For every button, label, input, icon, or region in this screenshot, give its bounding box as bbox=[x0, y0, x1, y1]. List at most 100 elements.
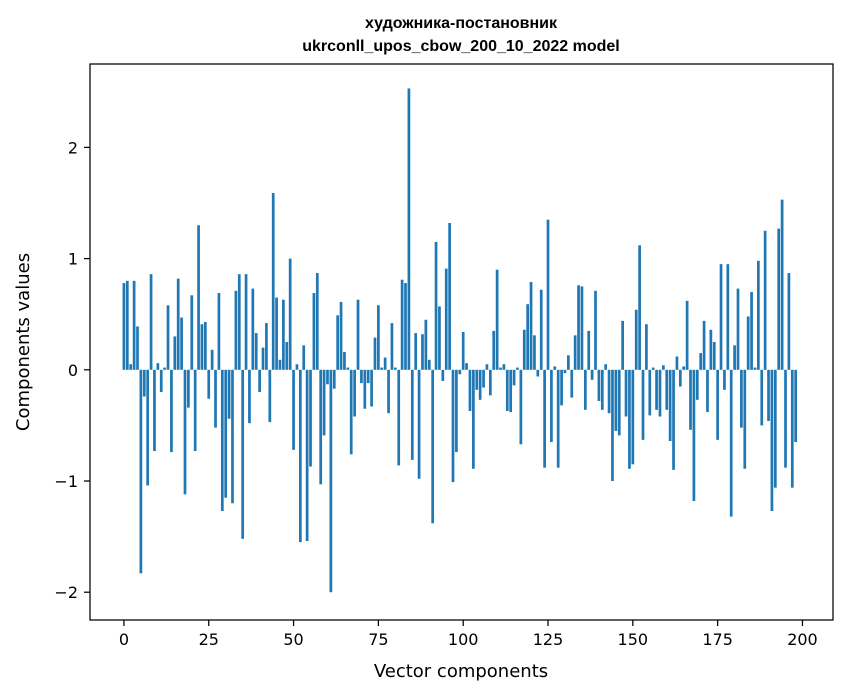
bar bbox=[200, 324, 204, 370]
bar bbox=[631, 369, 635, 465]
bar bbox=[716, 369, 719, 440]
bar bbox=[203, 321, 207, 370]
bar bbox=[655, 369, 658, 410]
bar bbox=[278, 359, 282, 370]
bar bbox=[780, 199, 784, 370]
bar bbox=[512, 369, 516, 386]
bar bbox=[400, 279, 404, 370]
bar bbox=[309, 369, 312, 467]
bar bbox=[142, 369, 146, 397]
bar bbox=[777, 228, 781, 370]
bar bbox=[448, 223, 451, 370]
bar bbox=[482, 369, 485, 388]
bar bbox=[214, 369, 217, 428]
bar bbox=[146, 369, 150, 486]
bar bbox=[356, 299, 360, 370]
bar bbox=[404, 283, 407, 370]
bar bbox=[682, 366, 686, 370]
x-tick-label: 0 bbox=[119, 630, 129, 649]
bar bbox=[444, 268, 448, 370]
bar bbox=[729, 369, 733, 517]
bar bbox=[597, 369, 601, 401]
x-tick-label: 175 bbox=[702, 630, 733, 649]
bar bbox=[594, 290, 597, 370]
bar bbox=[770, 369, 774, 512]
bar bbox=[505, 369, 509, 411]
bar bbox=[577, 285, 580, 370]
bar bbox=[380, 367, 384, 370]
bar bbox=[173, 336, 177, 370]
bar bbox=[129, 364, 133, 370]
x-tick-label: 50 bbox=[283, 630, 303, 649]
plot-frame bbox=[89, 63, 834, 621]
bar bbox=[492, 330, 496, 370]
bar bbox=[410, 369, 414, 460]
bar bbox=[760, 369, 764, 426]
y-tick-label: 1 bbox=[68, 250, 78, 269]
bar bbox=[397, 369, 401, 466]
bar bbox=[288, 258, 292, 370]
bar bbox=[132, 280, 136, 370]
bar bbox=[472, 369, 475, 469]
bar bbox=[207, 369, 211, 399]
bar bbox=[607, 369, 611, 414]
bar bbox=[414, 333, 418, 370]
bar bbox=[692, 369, 696, 502]
bar bbox=[248, 369, 251, 424]
bar bbox=[441, 369, 445, 381]
y-tick-label: −2 bbox=[54, 583, 78, 602]
bar bbox=[431, 369, 435, 524]
bar bbox=[702, 320, 706, 370]
x-tick-label: 200 bbox=[787, 630, 818, 649]
bar bbox=[583, 369, 587, 410]
bar bbox=[241, 369, 245, 539]
bar bbox=[434, 241, 438, 370]
bar bbox=[740, 369, 743, 428]
bar bbox=[651, 367, 655, 370]
bar bbox=[522, 329, 526, 370]
bar bbox=[360, 369, 363, 384]
bar bbox=[628, 369, 631, 469]
bar bbox=[156, 363, 160, 370]
bar bbox=[543, 369, 546, 468]
bar bbox=[153, 369, 156, 451]
bar bbox=[600, 369, 604, 410]
bar bbox=[139, 369, 143, 574]
bar bbox=[254, 333, 258, 370]
bar bbox=[617, 369, 621, 436]
bar bbox=[363, 369, 367, 409]
bar bbox=[662, 365, 665, 370]
bar bbox=[268, 369, 272, 423]
bar bbox=[726, 264, 730, 370]
bar bbox=[339, 301, 343, 370]
bar bbox=[685, 300, 689, 370]
bar bbox=[533, 335, 536, 370]
bar bbox=[261, 347, 265, 370]
bar bbox=[712, 342, 716, 370]
bar bbox=[282, 299, 285, 370]
bar bbox=[665, 369, 669, 410]
bar bbox=[638, 245, 641, 370]
bar bbox=[343, 352, 346, 370]
y-tick-label: −1 bbox=[54, 472, 78, 491]
x-tick-label: 100 bbox=[448, 630, 479, 649]
bar bbox=[641, 369, 645, 440]
bar bbox=[658, 369, 662, 417]
bar bbox=[488, 369, 492, 396]
bar bbox=[723, 369, 726, 390]
bar bbox=[634, 309, 638, 370]
bar bbox=[187, 369, 190, 408]
bar bbox=[149, 274, 153, 370]
bar bbox=[193, 369, 197, 451]
bar bbox=[526, 304, 530, 370]
bar bbox=[166, 305, 170, 370]
bar bbox=[790, 369, 794, 488]
bar bbox=[170, 369, 173, 453]
bar bbox=[295, 364, 299, 370]
bar bbox=[746, 316, 750, 370]
x-tick-label: 25 bbox=[199, 630, 219, 649]
bar bbox=[224, 369, 228, 498]
bar bbox=[424, 319, 428, 370]
bar bbox=[417, 369, 421, 479]
bar bbox=[349, 369, 353, 455]
